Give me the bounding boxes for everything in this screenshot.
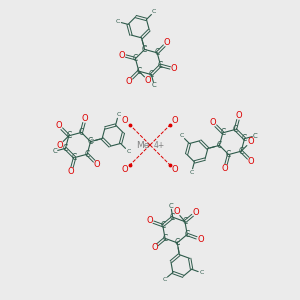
Text: C: C bbox=[189, 170, 194, 175]
Text: C: C bbox=[184, 230, 190, 239]
Text: O: O bbox=[56, 122, 62, 130]
Text: O: O bbox=[248, 157, 254, 166]
Text: C: C bbox=[162, 277, 167, 282]
Text: C: C bbox=[200, 271, 204, 275]
Text: C: C bbox=[63, 144, 68, 153]
Text: C: C bbox=[170, 213, 176, 222]
Text: C: C bbox=[242, 134, 247, 143]
Text: C: C bbox=[152, 82, 157, 88]
Text: O: O bbox=[122, 116, 129, 125]
Text: C: C bbox=[179, 133, 184, 138]
Text: C: C bbox=[169, 203, 173, 209]
Text: C: C bbox=[233, 125, 238, 134]
Text: C: C bbox=[142, 45, 147, 54]
Text: C: C bbox=[79, 128, 84, 137]
Text: O: O bbox=[146, 216, 153, 225]
Text: O: O bbox=[210, 118, 216, 127]
Text: O: O bbox=[236, 111, 242, 120]
Text: C: C bbox=[88, 137, 93, 146]
Text: C: C bbox=[133, 54, 138, 63]
Text: O: O bbox=[171, 64, 177, 74]
Text: 4+: 4+ bbox=[153, 140, 165, 149]
Text: Me: Me bbox=[136, 140, 150, 149]
Text: C: C bbox=[136, 67, 141, 76]
Text: C: C bbox=[175, 241, 180, 246]
Text: C: C bbox=[216, 143, 221, 148]
Text: C: C bbox=[89, 139, 94, 144]
Text: C: C bbox=[238, 147, 244, 156]
Text: O: O bbox=[126, 76, 132, 85]
Text: O: O bbox=[192, 208, 199, 217]
Text: O: O bbox=[197, 235, 204, 244]
Text: O: O bbox=[151, 243, 158, 252]
Text: C: C bbox=[160, 221, 165, 230]
Text: C: C bbox=[154, 48, 160, 57]
Text: O: O bbox=[122, 165, 129, 174]
Text: C: C bbox=[152, 9, 156, 14]
Text: O: O bbox=[94, 160, 101, 169]
Text: C: C bbox=[158, 61, 163, 70]
Text: O: O bbox=[68, 167, 74, 176]
Text: O: O bbox=[145, 76, 151, 85]
Text: C: C bbox=[149, 70, 154, 79]
Text: C: C bbox=[66, 131, 71, 140]
Text: O: O bbox=[171, 165, 178, 174]
Text: C: C bbox=[217, 141, 222, 150]
Text: O: O bbox=[173, 207, 180, 216]
Text: O: O bbox=[247, 137, 254, 146]
Text: C: C bbox=[52, 148, 57, 154]
Text: C: C bbox=[72, 153, 77, 162]
Text: C: C bbox=[126, 149, 130, 154]
Text: C: C bbox=[253, 133, 258, 139]
Text: O: O bbox=[164, 38, 170, 47]
Text: C: C bbox=[85, 150, 90, 159]
Text: C: C bbox=[115, 19, 120, 24]
Text: O: O bbox=[82, 114, 88, 123]
Text: C: C bbox=[162, 234, 168, 243]
Text: O: O bbox=[118, 50, 125, 59]
Text: C: C bbox=[220, 128, 225, 137]
Text: C: C bbox=[116, 112, 121, 117]
Text: C: C bbox=[175, 238, 180, 247]
Text: O: O bbox=[222, 164, 228, 172]
Text: O: O bbox=[171, 116, 178, 125]
Text: C: C bbox=[182, 217, 188, 226]
Text: O: O bbox=[56, 140, 63, 149]
Text: C: C bbox=[226, 150, 231, 159]
Text: C: C bbox=[142, 46, 147, 51]
